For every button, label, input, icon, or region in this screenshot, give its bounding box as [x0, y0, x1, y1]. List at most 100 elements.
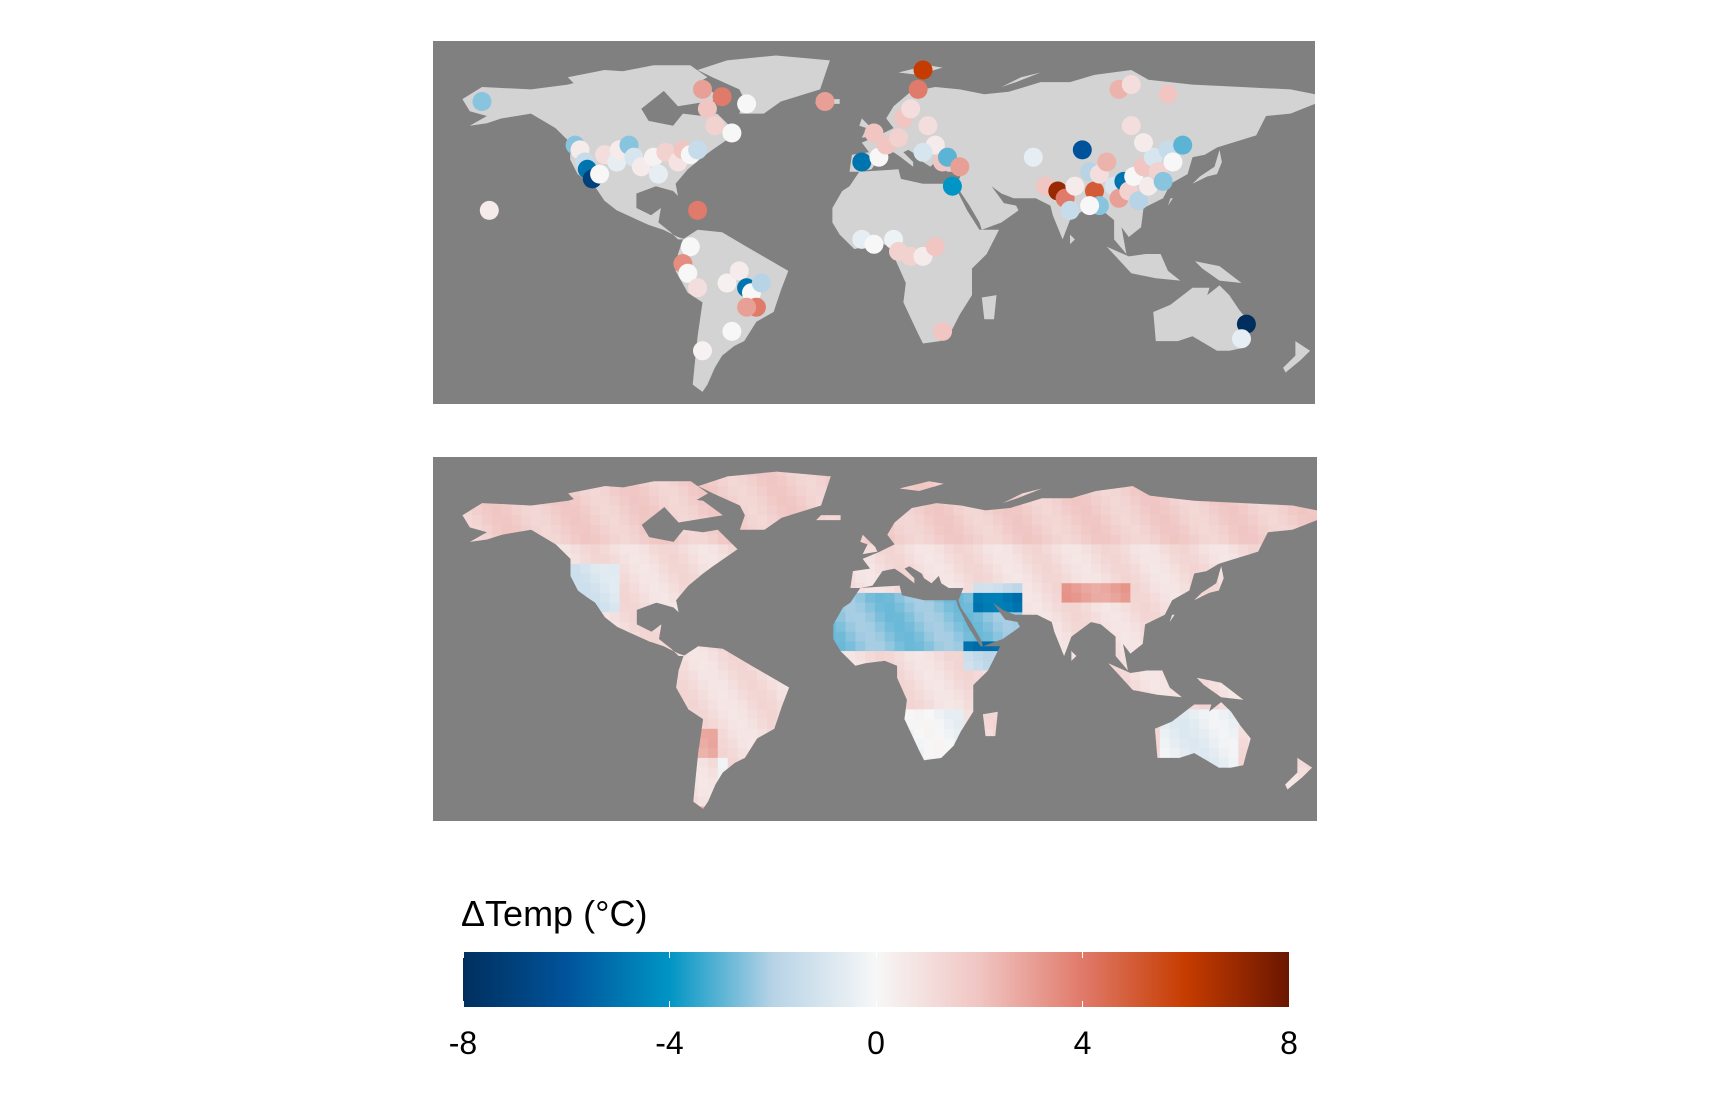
field-cell — [1042, 592, 1053, 604]
field-cell — [845, 486, 856, 497]
field-cell — [825, 728, 837, 740]
site-point — [1134, 133, 1153, 153]
field-cell — [1297, 641, 1308, 652]
field-cell — [992, 660, 1004, 672]
field-cell — [845, 563, 856, 575]
field-cell — [1189, 816, 1199, 821]
field-cell — [491, 505, 503, 516]
field-cell — [747, 622, 758, 633]
field-cell — [943, 660, 955, 672]
field-cell — [1238, 748, 1249, 759]
field-cell — [658, 471, 670, 478]
field-cell — [1140, 806, 1151, 809]
field-cell — [796, 612, 807, 623]
field-cell — [550, 680, 562, 691]
field-cell — [491, 583, 503, 594]
field-cell — [806, 777, 817, 788]
field-cell — [462, 524, 464, 536]
field-cell — [619, 806, 631, 809]
field-cell — [1091, 787, 1102, 798]
field-cell — [531, 767, 542, 778]
field-cell — [737, 738, 748, 749]
field-cell — [678, 592, 690, 604]
field-cell — [1297, 592, 1308, 604]
field-cell — [747, 602, 758, 613]
field-cell — [757, 777, 768, 788]
field-cell — [1061, 738, 1073, 749]
field-cell — [462, 515, 473, 526]
field-cell — [1140, 748, 1151, 759]
field-cell — [462, 748, 464, 759]
field-cell — [1307, 728, 1317, 740]
field-cell — [1228, 505, 1240, 516]
field-cell — [1277, 612, 1289, 623]
field-cell — [1002, 602, 1014, 613]
field-cell — [570, 583, 581, 594]
field-cell — [1169, 690, 1181, 701]
field-cell — [835, 563, 847, 575]
field-cell — [1248, 515, 1259, 526]
field-cell — [472, 670, 483, 681]
field-cell — [776, 495, 788, 507]
field-cell — [1209, 544, 1220, 555]
field-cell — [1100, 563, 1112, 575]
field-cell — [816, 709, 827, 720]
field-cell — [1277, 767, 1289, 778]
field-cell — [983, 631, 994, 643]
field-cell — [1209, 592, 1220, 604]
field-cell — [619, 631, 631, 643]
field-cell — [983, 563, 994, 575]
field-cell — [1012, 622, 1023, 633]
field-cell — [1042, 641, 1053, 652]
field-cell — [629, 719, 640, 730]
field-cell — [1051, 495, 1063, 507]
site-point — [1080, 196, 1100, 216]
field-cell — [491, 777, 503, 788]
field-cell — [963, 738, 974, 749]
field-cell — [1012, 728, 1023, 740]
field-cell — [1238, 524, 1249, 536]
field-cell — [1218, 641, 1230, 652]
field-cell — [816, 641, 827, 652]
field-cell — [1140, 728, 1151, 740]
field-cell — [933, 554, 945, 565]
field-cell — [1061, 719, 1073, 730]
field-cell — [855, 670, 866, 681]
field-cell — [992, 709, 1004, 720]
field-cell — [708, 767, 719, 778]
field-cell — [463, 457, 473, 467]
field-cell — [1169, 495, 1181, 507]
field-cell — [511, 544, 523, 555]
field-cell — [953, 544, 965, 555]
field-cell — [1218, 757, 1230, 769]
field-cell — [580, 777, 591, 788]
field-cell — [1022, 495, 1033, 507]
field-cell — [1042, 757, 1053, 769]
field-cell — [1297, 476, 1308, 487]
field-cell — [776, 583, 788, 594]
field-cell — [658, 738, 670, 749]
field-cell — [884, 631, 896, 643]
field-cell — [1228, 680, 1240, 691]
field-cell — [1022, 728, 1033, 740]
field-cell — [825, 563, 837, 575]
field-cell — [580, 457, 590, 467]
field-cell — [1169, 471, 1181, 478]
site-point — [889, 128, 908, 148]
field-cell — [1307, 670, 1317, 681]
field-cell — [845, 699, 856, 711]
field-cell — [924, 709, 935, 720]
field-cell — [541, 612, 552, 623]
field-cell — [609, 651, 621, 662]
field-cell — [580, 757, 591, 769]
field-cell — [668, 554, 680, 565]
field-cell — [806, 767, 817, 778]
field-cell — [1277, 641, 1289, 652]
field-cell — [1012, 471, 1023, 478]
field-cell — [992, 719, 1004, 730]
field-cell — [541, 524, 552, 536]
field-cell — [570, 622, 581, 633]
field-cell — [884, 690, 896, 701]
field-cell — [836, 816, 846, 821]
field-cell — [658, 544, 670, 555]
